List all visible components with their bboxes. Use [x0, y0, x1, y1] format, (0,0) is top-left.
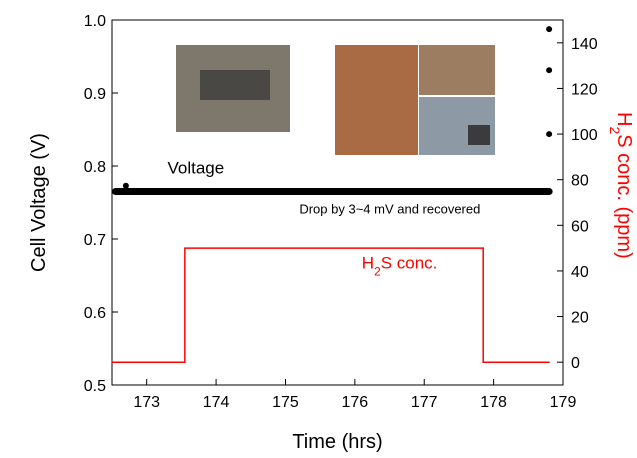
x-axis-label: Time (hrs): [292, 431, 382, 453]
y2-tick-label: 20: [571, 310, 589, 327]
text-part: H: [613, 112, 635, 126]
x-tick-label: 176: [341, 394, 368, 411]
x-tick-label: 179: [550, 394, 577, 411]
subscript: 2: [607, 126, 623, 134]
y-tick-label: 1.0: [84, 13, 106, 30]
photo: [419, 45, 495, 95]
x-tick-label: 178: [480, 394, 507, 411]
y2-tick-label: 140: [571, 36, 598, 53]
y2-tick-label: 80: [571, 173, 589, 190]
x-tick-label: 173: [133, 394, 160, 411]
data-point: [546, 67, 553, 74]
text-part: S conc.: [381, 254, 438, 273]
y-tick-label: 0.5: [84, 378, 106, 395]
data-point: [546, 26, 553, 33]
y-axis-label: Cell Voltage (V): [28, 133, 50, 272]
plot-frame: [111, 19, 564, 386]
x-tick-label: 177: [411, 394, 438, 411]
y2-axis-label: H2S conc. (ppm): [607, 112, 635, 259]
data-point: [122, 182, 129, 189]
y2-tick-label: 40: [571, 264, 589, 281]
photo-detail: [200, 70, 270, 100]
text-part: S conc. (ppm): [613, 134, 635, 258]
y-tick-label: 0.6: [84, 305, 106, 322]
y-tick-label: 0.8: [84, 159, 106, 176]
x-tick-label: 174: [203, 394, 230, 411]
photo: [335, 45, 418, 155]
subscript: 2: [374, 265, 381, 279]
y2-tick-label: 100: [571, 127, 598, 144]
text-part: H: [362, 254, 374, 273]
data-point: [546, 131, 553, 138]
annotation: Drop by 3~4 mV and recovered: [299, 201, 480, 216]
y-tick-label: 0.9: [84, 86, 106, 103]
photo-detail: [468, 125, 490, 145]
x-tick-label: 175: [272, 394, 299, 411]
y2-tick-label: 60: [571, 218, 589, 235]
data-line: [111, 247, 550, 363]
y-tick-label: 0.7: [84, 232, 106, 249]
annotation: Voltage: [168, 158, 225, 177]
annotation: H2S conc.: [362, 254, 438, 279]
y2-tick-label: 120: [571, 81, 598, 98]
y2-tick-label: 0: [571, 355, 580, 372]
